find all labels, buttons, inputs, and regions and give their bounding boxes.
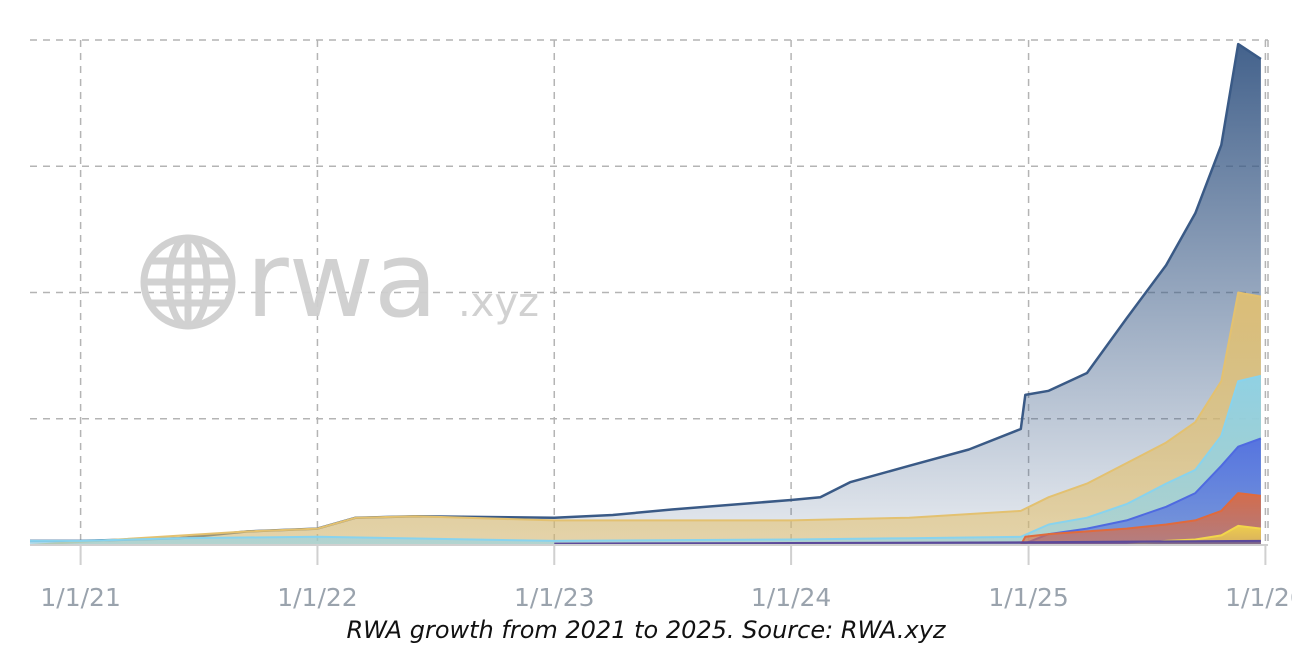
x-tick-label: 1/1/25	[988, 583, 1068, 612]
x-axis: 1/1/21 1/1/22 1/1/23 1/1/24 1/1/25 1/1/26	[30, 544, 1292, 612]
x-tick-label: 1/1/24	[751, 583, 831, 612]
line-series-3	[30, 374, 1262, 542]
x-tick-label: 1/1/21	[40, 583, 120, 612]
line-series-2	[29, 291, 1262, 546]
watermark-brand: rwa	[246, 219, 438, 341]
line-series-7	[554, 539, 1261, 545]
line-series-5	[1019, 492, 1262, 546]
stacked-areas	[29, 42, 1262, 546]
watermark: rwa .xyz	[140, 219, 539, 341]
figure-caption: RWA growth from 2021 to 2025. Source: RW…	[346, 616, 946, 644]
x-tick-label: 1/1/26	[1225, 583, 1292, 612]
watermark-suffix: .xyz	[458, 280, 539, 326]
x-tick-label: 1/1/22	[277, 583, 357, 612]
x-tick-label: 1/1/23	[514, 583, 594, 612]
globe-icon	[140, 234, 236, 330]
area-series-1	[30, 44, 1261, 545]
